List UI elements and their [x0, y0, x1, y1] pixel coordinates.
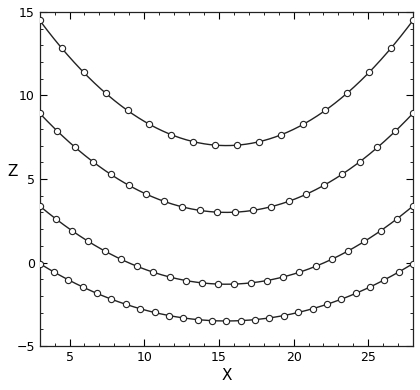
X-axis label: X: X [221, 368, 231, 383]
Y-axis label: Z: Z [7, 164, 17, 179]
